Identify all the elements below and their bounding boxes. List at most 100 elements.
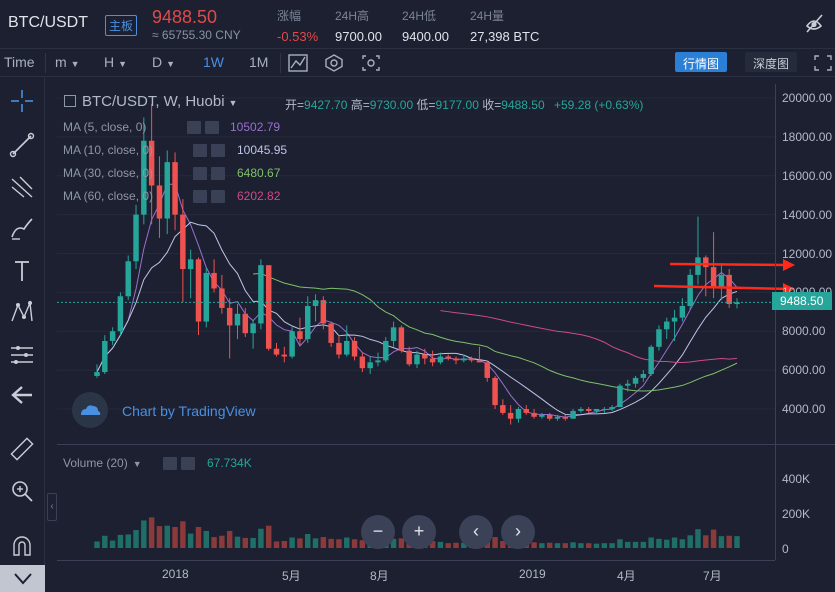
candle-body[interactable] [305, 305, 311, 340]
settings-icon[interactable] [323, 53, 345, 73]
candle-body[interactable] [336, 342, 342, 355]
volume-bar[interactable] [102, 535, 108, 548]
scroll-right-button[interactable]: › [501, 515, 535, 549]
volume-bar[interactable] [671, 537, 678, 549]
settings-icon[interactable] [193, 190, 207, 203]
volume-bar[interactable] [648, 537, 654, 549]
candle-body[interactable] [710, 267, 717, 289]
volume-bar[interactable] [226, 530, 233, 548]
candle-body[interactable] [164, 162, 170, 219]
volume-bar[interactable] [305, 534, 311, 548]
volume-bar[interactable] [258, 528, 264, 548]
candle-body[interactable] [281, 354, 288, 357]
candle-body[interactable] [500, 405, 506, 413]
candle-body[interactable] [398, 327, 405, 351]
volume-bar[interactable] [125, 534, 131, 548]
time-axis[interactable]: 2018 5月 8月 2019 4月 7月 [57, 560, 775, 592]
candle-body[interactable] [297, 331, 303, 340]
candle-body[interactable] [461, 358, 467, 361]
candle-body[interactable] [484, 362, 490, 378]
ma-legend-row[interactable]: MA (5, close, 0) [63, 120, 146, 136]
pane-divider[interactable] [57, 444, 835, 445]
candle-body[interactable] [273, 348, 280, 355]
close-icon[interactable] [205, 121, 219, 134]
candle-body[interactable] [437, 356, 444, 363]
volume-bar[interactable] [398, 538, 405, 548]
candle-body[interactable] [117, 296, 124, 332]
settings-icon[interactable] [163, 457, 177, 470]
volume-bar[interactable] [539, 543, 545, 548]
candle-body[interactable] [390, 327, 397, 341]
candle-body[interactable] [476, 360, 483, 363]
close-icon[interactable] [211, 190, 225, 203]
caret-down-icon[interactable]: ▼ [132, 459, 142, 469]
candle-body[interactable] [507, 412, 514, 419]
price-chart[interactable] [57, 84, 795, 444]
candle-body[interactable] [320, 300, 327, 324]
volume-bar[interactable] [336, 539, 342, 548]
candle-body[interactable] [406, 350, 412, 365]
candle-body[interactable] [351, 340, 358, 357]
collapse-toolbar-button[interactable]: ‹ [47, 493, 57, 521]
ma-legend-row[interactable]: MA (10, close, 0) [63, 143, 153, 159]
text-icon[interactable] [8, 257, 36, 285]
candle-body[interactable] [718, 274, 725, 289]
candle-body[interactable] [632, 377, 639, 384]
candle-body[interactable] [601, 409, 608, 410]
volume-bar[interactable] [195, 527, 202, 548]
volume-bar[interactable] [297, 538, 303, 548]
candle-body[interactable] [148, 140, 155, 186]
volume-bar[interactable] [695, 529, 701, 548]
candle-body[interactable] [585, 409, 592, 411]
caret-down-icon[interactable]: ▼ [228, 98, 238, 108]
volume-bar[interactable] [109, 540, 116, 548]
candle-body[interactable] [242, 313, 249, 334]
candle-body[interactable] [226, 307, 233, 326]
drawn-arrow-line[interactable] [669, 262, 790, 267]
candle-body[interactable] [523, 409, 529, 413]
volume-bar[interactable] [718, 536, 725, 548]
candle-body[interactable] [468, 358, 475, 361]
candle-body[interactable] [195, 259, 202, 322]
volume-bar[interactable] [445, 543, 451, 548]
volume-bar[interactable] [148, 517, 155, 548]
volume-bar[interactable] [180, 521, 186, 548]
settings-icon[interactable] [193, 144, 207, 157]
symbol-title[interactable]: BTC/USDT, W, Huobi [82, 93, 225, 110]
close-icon[interactable] [181, 457, 195, 470]
volume-bar[interactable] [242, 537, 249, 548]
candle-body[interactable] [203, 272, 209, 322]
volume-bar[interactable] [156, 526, 163, 548]
volume-bar[interactable] [492, 537, 498, 548]
volume-bar[interactable] [617, 539, 623, 548]
volume-bar[interactable] [203, 530, 209, 548]
volume-bar[interactable] [664, 539, 670, 548]
volume-bar[interactable] [578, 543, 584, 548]
interval-day[interactable]: D ▼ [152, 54, 175, 70]
candle-body[interactable] [703, 257, 709, 268]
candle-body[interactable] [328, 323, 334, 343]
volume-bar[interactable] [687, 535, 693, 548]
zoom-out-button[interactable]: − [361, 515, 395, 549]
volume-bar[interactable] [312, 538, 319, 548]
candle-body[interactable] [429, 358, 436, 363]
pattern-icon[interactable] [8, 299, 36, 327]
scroll-left-button[interactable]: ‹ [459, 515, 493, 549]
candle-body[interactable] [671, 317, 678, 322]
volume-bar[interactable] [320, 537, 327, 548]
volume-bar[interactable] [133, 530, 139, 548]
candle-body[interactable] [133, 214, 139, 262]
candle-body[interactable] [422, 354, 428, 359]
volume-bar[interactable] [117, 534, 124, 548]
volume-bar[interactable] [359, 540, 366, 548]
candle-body[interactable] [570, 410, 576, 419]
settings-icon[interactable] [187, 121, 201, 134]
magnet-icon[interactable] [8, 533, 36, 561]
candle-body[interactable] [258, 265, 264, 324]
volume-bar[interactable] [562, 543, 569, 548]
volume-bar[interactable] [172, 527, 178, 548]
candle-body[interactable] [289, 331, 295, 357]
candle-body[interactable] [531, 412, 537, 417]
volume-bar[interactable] [351, 539, 358, 548]
tradingview-logo[interactable] [72, 392, 108, 428]
